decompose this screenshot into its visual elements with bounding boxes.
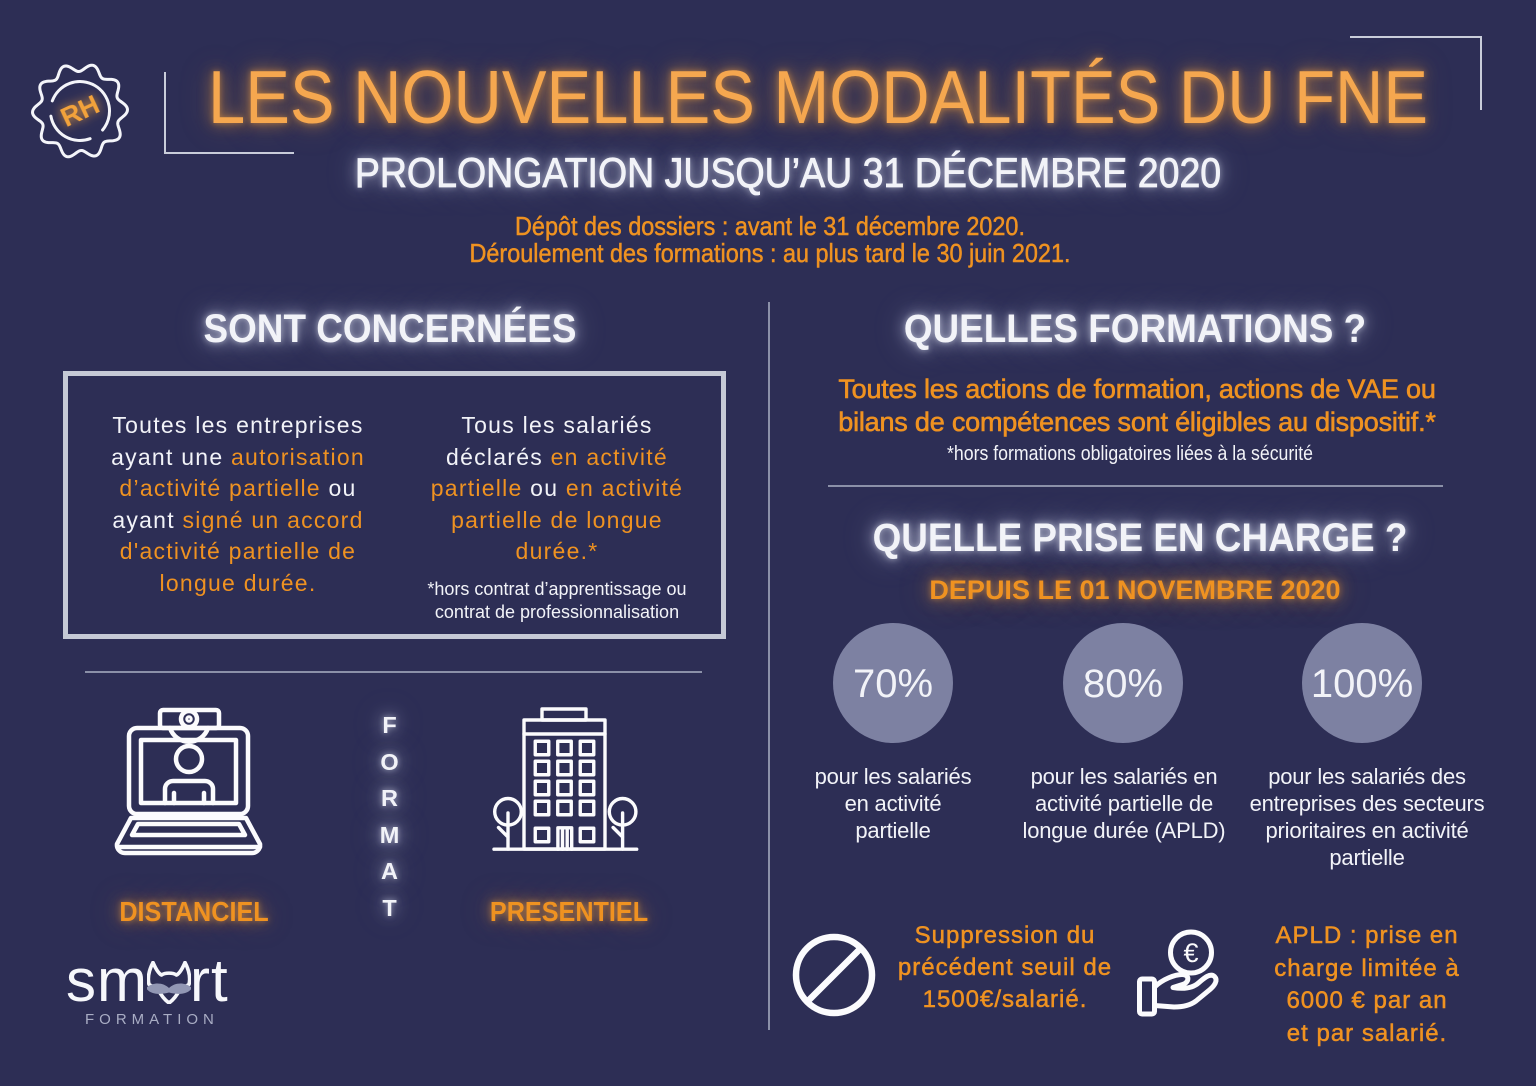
svg-text:€: €: [1183, 938, 1198, 968]
